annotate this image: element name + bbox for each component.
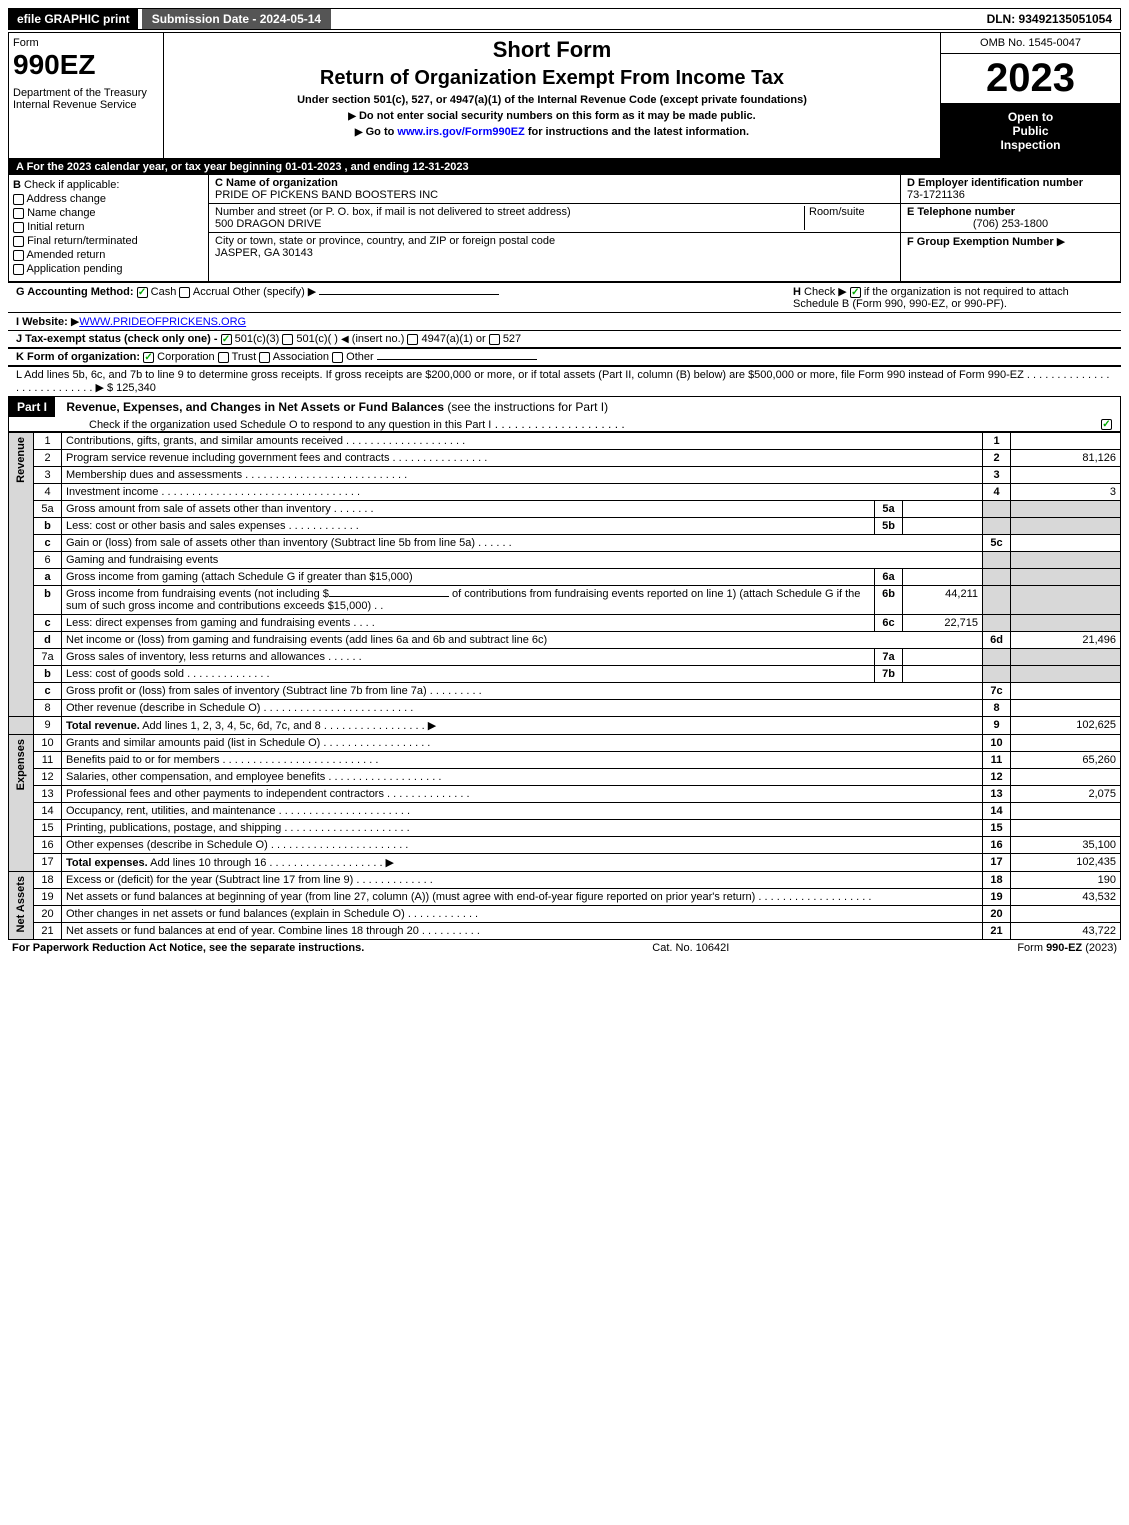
address-value: 500 DRAGON DRIVE <box>215 218 321 230</box>
other-org-checkbox[interactable] <box>332 352 343 363</box>
city-label: City or town, state or province, country… <box>215 235 555 247</box>
group-exemption-label: F Group Exemption Number <box>907 236 1054 248</box>
line-k: K Form of organization: Corporation Trus… <box>8 347 1121 365</box>
open-to-public: Open toPublicInspection <box>941 104 1120 158</box>
name-change-checkbox[interactable] <box>13 208 24 219</box>
expenses-side-label: Expenses <box>13 737 29 792</box>
501c-checkbox[interactable] <box>282 334 293 345</box>
trust-checkbox[interactable] <box>218 352 229 363</box>
return-title: Return of Organization Exempt From Incom… <box>168 67 936 90</box>
org-name: PRIDE OF PICKENS BAND BOOSTERS INC <box>215 189 438 201</box>
line-g: G Accounting Method: Cash Accrual Other … <box>8 282 1121 312</box>
part-i-header: Part I Revenue, Expenses, and Changes in… <box>8 396 1121 432</box>
revenue-side-label: Revenue <box>13 435 29 485</box>
phone-label: E Telephone number <box>907 206 1015 218</box>
irs-link[interactable]: www.irs.gov/Form990EZ <box>397 126 524 138</box>
form-number: 990EZ <box>13 49 159 81</box>
tax-year: 2023 <box>941 54 1120 104</box>
city-value: JASPER, GA 30143 <box>215 247 313 259</box>
phone-value: (706) 253-1800 <box>907 218 1114 230</box>
catalog-number: Cat. No. 10642I <box>652 942 729 954</box>
schedule-b-checkbox[interactable] <box>850 287 861 298</box>
line-j: J Tax-exempt status (check only one) - 5… <box>8 330 1121 347</box>
form-label: Form <box>13 37 159 49</box>
section-a: A For the 2023 calendar year, or tax yea… <box>8 159 1121 175</box>
initial-return-checkbox[interactable] <box>13 222 24 233</box>
ein-label: D Employer identification number <box>907 177 1083 189</box>
line-i: I Website: ▶WWW.PRIDEOFPRICKENS.ORG <box>8 312 1121 330</box>
cash-checkbox[interactable] <box>137 287 148 298</box>
4947-checkbox[interactable] <box>407 334 418 345</box>
net-assets-side-label: Net Assets <box>13 874 29 934</box>
amended-return-checkbox[interactable] <box>13 250 24 261</box>
ein-value: 73-1721136 <box>907 189 965 201</box>
submission-date: Submission Date - 2024-05-14 <box>142 9 331 29</box>
application-pending-checkbox[interactable] <box>13 264 24 275</box>
department-label: Department of the Treasury Internal Reve… <box>13 87 159 111</box>
gross-receipts-value: $ 125,340 <box>107 382 156 394</box>
check-applicable-label: Check if applicable: <box>24 179 119 191</box>
association-checkbox[interactable] <box>259 352 270 363</box>
line-l: L Add lines 5b, 6c, and 7b to line 9 to … <box>8 365 1121 396</box>
accrual-checkbox[interactable] <box>179 287 190 298</box>
form-version: Form 990-EZ (2023) <box>1017 942 1117 954</box>
527-checkbox[interactable] <box>489 334 500 345</box>
schedule-o-checkbox[interactable] <box>1101 419 1112 430</box>
return-subtitle: Under section 501(c), 527, or 4947(a)(1)… <box>168 94 936 106</box>
website-link[interactable]: WWW.PRIDEOFPRICKENS.ORG <box>79 316 246 328</box>
address-label: Number and street (or P. O. box, if mail… <box>215 206 571 218</box>
org-name-label: C Name of organization <box>215 177 338 189</box>
dln-number: DLN: 93492135051054 <box>979 9 1120 29</box>
corporation-checkbox[interactable] <box>143 352 154 363</box>
section-b-block: B Check if applicable: Address change Na… <box>8 175 1121 282</box>
paperwork-notice: For Paperwork Reduction Act Notice, see … <box>12 942 364 954</box>
form-header: Form 990EZ Department of the Treasury In… <box>8 32 1121 159</box>
omb-number: OMB No. 1545-0047 <box>941 33 1120 54</box>
efile-label: efile GRAPHIC print <box>9 9 138 29</box>
ssn-warning: Do not enter social security numbers on … <box>168 110 936 122</box>
room-suite-label: Room/suite <box>804 206 894 230</box>
short-form-title: Short Form <box>168 37 936 63</box>
revenue-table: Revenue 1Contributions, gifts, grants, a… <box>8 432 1121 940</box>
final-return-checkbox[interactable] <box>13 236 24 247</box>
501c3-checkbox[interactable] <box>221 334 232 345</box>
top-bar: efile GRAPHIC print Submission Date - 20… <box>8 8 1121 30</box>
address-change-checkbox[interactable] <box>13 194 24 205</box>
page-footer: For Paperwork Reduction Act Notice, see … <box>8 940 1121 956</box>
goto-instruction: Go to www.irs.gov/Form990EZ for instruct… <box>168 126 936 138</box>
